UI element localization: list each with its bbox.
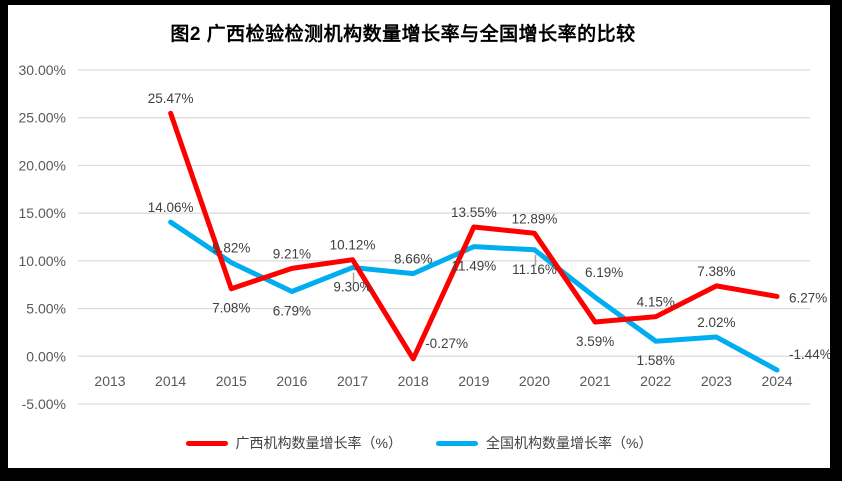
data-label-national: 11.49% bbox=[451, 259, 496, 274]
data-label-guangxi: 9.21% bbox=[273, 246, 311, 261]
data-label-national: -1.44% bbox=[789, 347, 830, 362]
y-axis-label: 0.00% bbox=[26, 348, 66, 364]
data-label-guangxi: 12.89% bbox=[512, 211, 558, 226]
x-axis-label: 2020 bbox=[519, 373, 550, 389]
data-label-guangxi: 3.59% bbox=[576, 334, 614, 349]
data-label-guangxi: 6.27% bbox=[789, 290, 827, 305]
series-line-guangxi bbox=[168, 110, 780, 362]
x-axis-label: 2018 bbox=[398, 373, 429, 389]
chart-canvas: 30.00% 25.00% 20.00% 15.00% 10.00% 5.00% 0.00%… bbox=[19, 62, 830, 412]
data-label-guangxi: 4.15% bbox=[637, 295, 675, 310]
data-label-guangxi: 7.08% bbox=[212, 301, 250, 316]
chart-frame: 30.00% 25.00% 20.00% 15.00% 10.00% 5.00% 0.00%… bbox=[8, 5, 830, 468]
x-axis-label: 2022 bbox=[640, 373, 671, 389]
x-axis-label: 2019 bbox=[458, 373, 489, 389]
data-label-guangxi: 13.55% bbox=[451, 205, 497, 220]
data-label-national: 9.82% bbox=[212, 241, 250, 256]
x-axis-label: 2015 bbox=[216, 373, 247, 389]
y-axis-label: 20.00% bbox=[19, 157, 66, 173]
x-axis-label: 2017 bbox=[337, 373, 368, 389]
y-axis-label: -5.00% bbox=[22, 396, 66, 412]
x-axis-label: 2021 bbox=[580, 373, 611, 389]
data-label-national: 2.02% bbox=[697, 315, 735, 330]
legend-swatch-national bbox=[436, 440, 478, 446]
x-axis-label: 2014 bbox=[155, 373, 186, 389]
x-axis-label: 2023 bbox=[701, 373, 732, 389]
data-label-national: 6.19% bbox=[585, 265, 623, 280]
data-label-guangxi: 7.38% bbox=[697, 264, 735, 279]
data-label-guangxi: -0.27% bbox=[425, 336, 468, 351]
data-label-national: 6.79% bbox=[273, 303, 311, 318]
legend-item-guangxi: 广西机构数量增长率（%） bbox=[185, 433, 402, 453]
data-label-national: 9.30% bbox=[333, 280, 371, 295]
legend-swatch-guangxi bbox=[185, 440, 228, 446]
y-axis-label: 25.00% bbox=[19, 110, 66, 126]
legend: 广西机构数量增长率（%） 全国机构数量增长率（%） bbox=[8, 433, 830, 453]
data-label-national: 1.58% bbox=[637, 353, 675, 368]
data-label-national: 11.16% bbox=[512, 262, 557, 277]
chart-title: 图2 广西检验检测机构数量增长率与全国增长率的比较 bbox=[170, 24, 636, 45]
y-axis-label: 15.00% bbox=[19, 205, 66, 221]
data-label-guangxi: 25.47% bbox=[148, 91, 194, 106]
legend-label-guangxi: 广西机构数量增长率（%） bbox=[235, 435, 402, 451]
y-axis-label: 5.00% bbox=[26, 301, 66, 317]
y-axis-label: 30.00% bbox=[19, 62, 66, 78]
y-axis-label: 10.00% bbox=[19, 253, 66, 269]
x-axis-label: 2024 bbox=[761, 373, 792, 389]
data-label-guangxi: 10.12% bbox=[330, 238, 376, 253]
series-line-national bbox=[168, 219, 780, 373]
legend-item-national: 全国机构数量增长率（%） bbox=[436, 433, 652, 453]
x-axis-label: 2016 bbox=[276, 373, 307, 389]
data-label-national: 8.66% bbox=[394, 252, 432, 267]
data-label-national: 14.06% bbox=[148, 200, 194, 215]
x-axis-label: 2013 bbox=[94, 373, 125, 389]
legend-label-national: 全国机构数量增长率（%） bbox=[486, 435, 653, 451]
